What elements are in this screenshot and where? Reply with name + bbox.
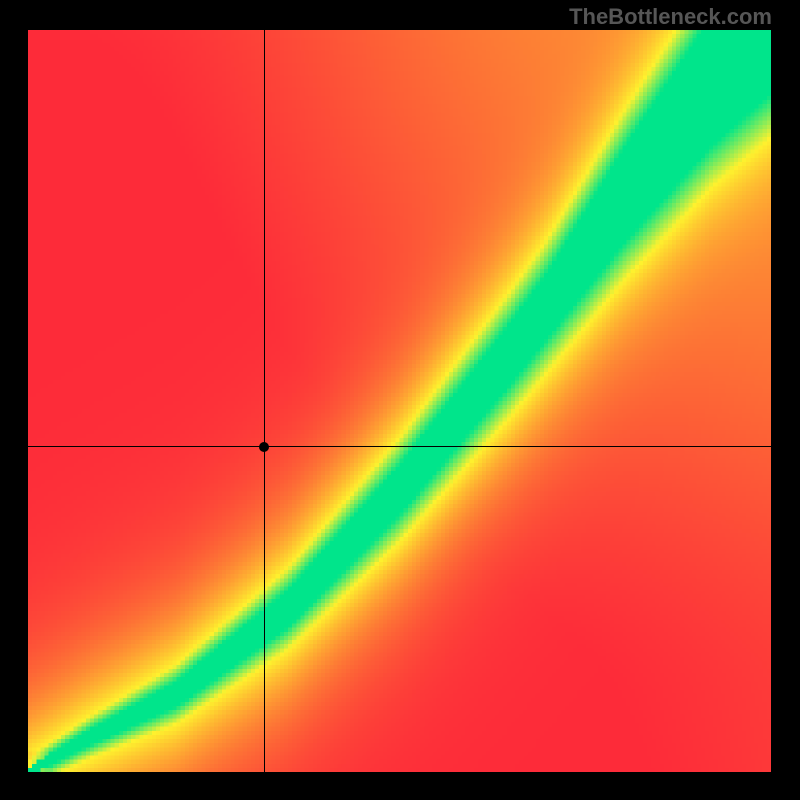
crosshair-marker-dot — [259, 442, 269, 452]
crosshair-horizontal — [28, 446, 771, 447]
chart-container: TheBottleneck.com — [0, 0, 800, 800]
heatmap-plot-area — [28, 30, 771, 772]
heatmap-canvas — [28, 30, 771, 772]
watermark-text: TheBottleneck.com — [569, 4, 772, 30]
crosshair-vertical — [264, 30, 265, 772]
